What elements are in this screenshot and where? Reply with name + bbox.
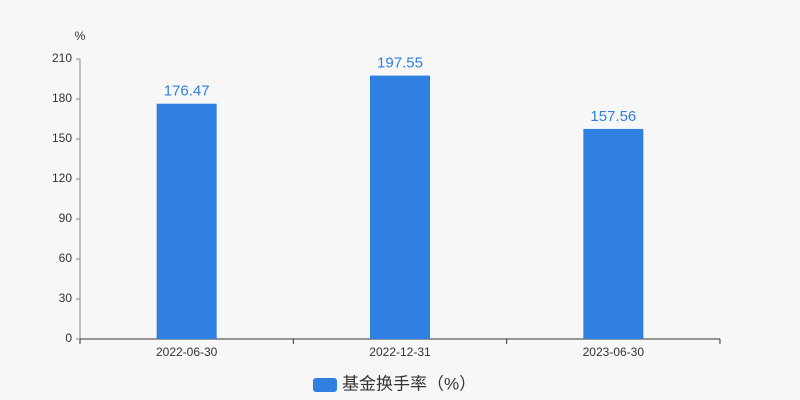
y-tick-label: 90 <box>59 211 73 225</box>
legend-swatch <box>313 378 337 392</box>
y-tick-label: 150 <box>52 131 72 145</box>
x-tick-label: 2022-06-30 <box>156 345 218 359</box>
value-label: 197.55 <box>377 55 423 72</box>
bar <box>370 75 430 339</box>
y-tick-label: 180 <box>52 91 72 105</box>
y-tick-label: 60 <box>59 251 73 265</box>
x-tick-label: 2022-12-31 <box>369 345 431 359</box>
x-tick-label: 2023-06-30 <box>583 345 645 359</box>
value-label: 176.47 <box>164 83 210 100</box>
bar <box>583 128 644 339</box>
y-unit: % <box>75 29 86 43</box>
bar <box>156 103 217 339</box>
y-tick-label: 0 <box>65 331 72 345</box>
y-tick-label: 210 <box>52 51 72 65</box>
value-label: 157.56 <box>590 108 636 125</box>
y-tick-label: 30 <box>59 291 73 305</box>
legend-label: 基金换手率（%） <box>342 374 476 393</box>
y-tick-label: 120 <box>52 171 72 185</box>
